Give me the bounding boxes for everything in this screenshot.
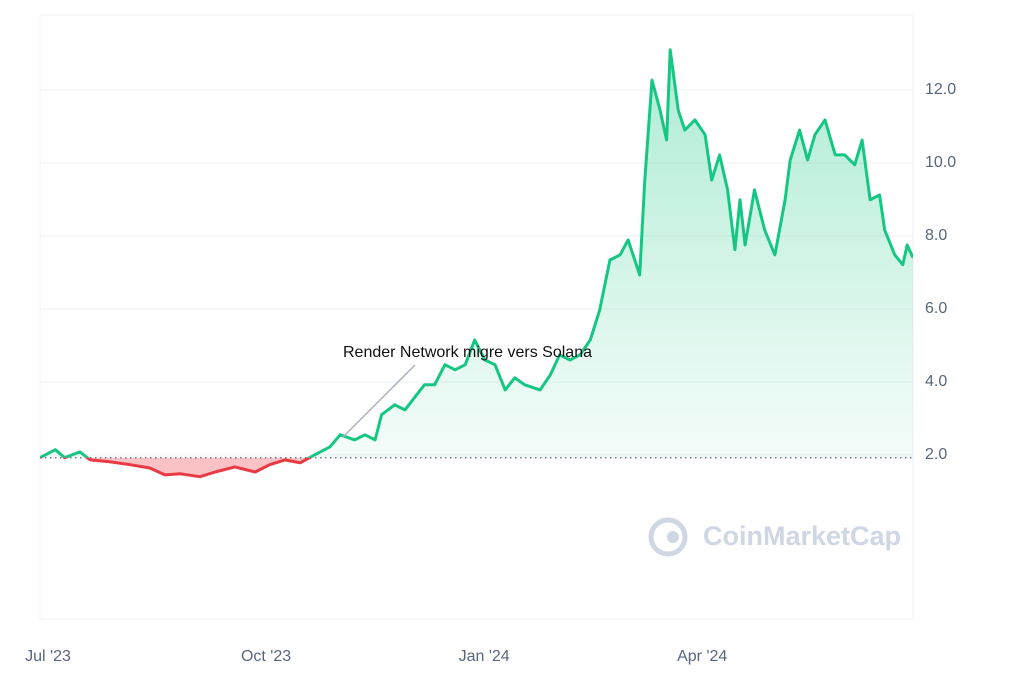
annotation: Render Network migre vers Solana: [343, 344, 592, 361]
y-tick-label: 6.0: [925, 300, 947, 317]
x-tick-label: Oct '23: [241, 648, 291, 665]
watermark-logo: [648, 517, 688, 557]
x-tick-label: Apr '24: [677, 648, 727, 665]
watermark: CoinMarketCap: [703, 521, 901, 551]
y-tick-label: 8.0: [925, 227, 947, 244]
x-tick-label: Jul '23: [25, 648, 71, 665]
y-tick-label: 4.0: [925, 373, 947, 390]
x-tick-label: Jan '24: [459, 648, 510, 665]
price-line: [40, 48, 913, 458]
annotation-pointer: [342, 364, 416, 438]
price-line-below: [40, 457, 313, 479]
area-below: [40, 457, 913, 477]
y-tick-label: 2.0: [925, 446, 947, 463]
area-above: [40, 49, 913, 458]
y-tick-label: 10.0: [925, 154, 956, 171]
y-tick-label: 12.0: [925, 81, 956, 98]
